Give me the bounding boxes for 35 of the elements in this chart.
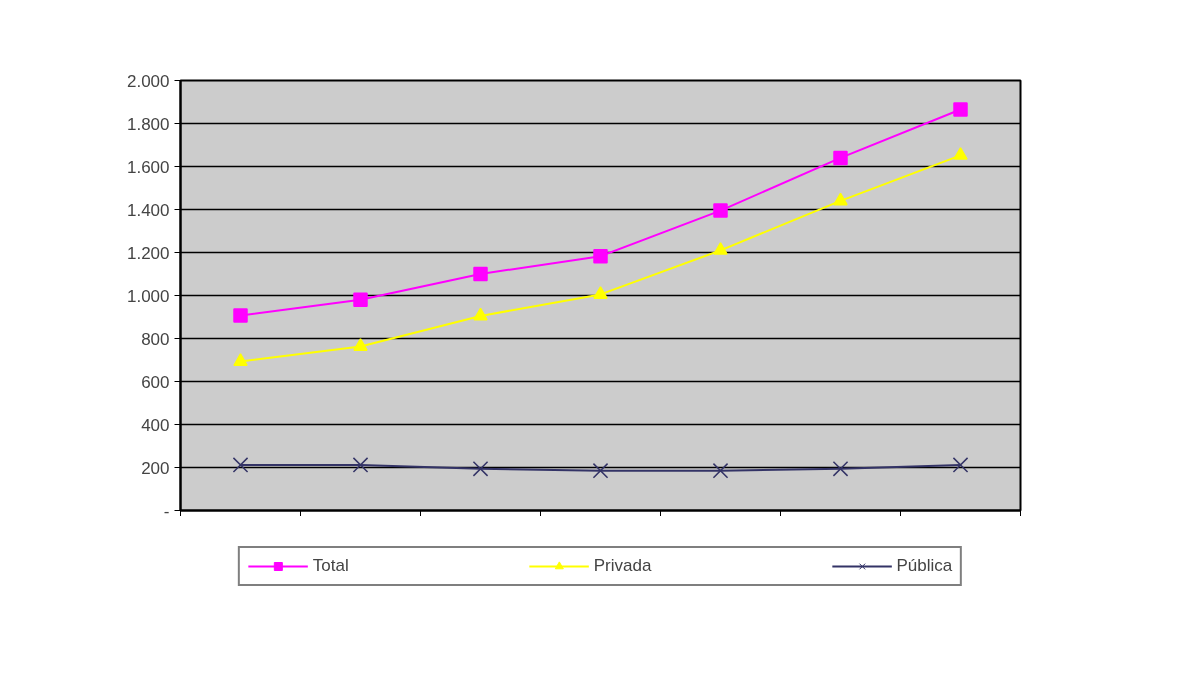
point: [233, 308, 248, 323]
legend-label: Pública: [896, 556, 953, 576]
y-tick-label: 200: [141, 458, 170, 478]
point: [592, 462, 609, 479]
y-tick-label: 1.000: [126, 286, 170, 306]
point: [593, 248, 608, 264]
point: [232, 457, 249, 473]
point: [833, 150, 848, 166]
y-tick-label: 800: [141, 329, 170, 349]
point: [353, 338, 368, 351]
point: [353, 292, 368, 308]
y-tick-label: 1.600: [126, 157, 170, 177]
point: [233, 353, 248, 367]
point: [352, 457, 369, 473]
y-tick-label: 600: [141, 372, 170, 392]
point: [472, 460, 489, 477]
point: [953, 102, 968, 117]
y-tick-label: 1.400: [126, 200, 170, 220]
legend-label: Total: [312, 556, 349, 576]
legend-label: Privada: [593, 556, 652, 576]
point: [713, 242, 728, 255]
point: [712, 462, 729, 479]
point: [713, 203, 728, 218]
point: [833, 192, 848, 206]
point: [473, 307, 488, 321]
y-tick-label: 2.000: [126, 71, 170, 91]
point: [593, 286, 608, 299]
point: [832, 460, 849, 477]
y-tick-label: 1.200: [126, 243, 170, 263]
y-tick-label: -: [163, 501, 170, 521]
point: [473, 266, 488, 282]
y-tick-label: 400: [141, 415, 170, 435]
y-tick-label: 1.800: [126, 114, 170, 134]
point: [953, 147, 968, 160]
point: [952, 457, 969, 473]
